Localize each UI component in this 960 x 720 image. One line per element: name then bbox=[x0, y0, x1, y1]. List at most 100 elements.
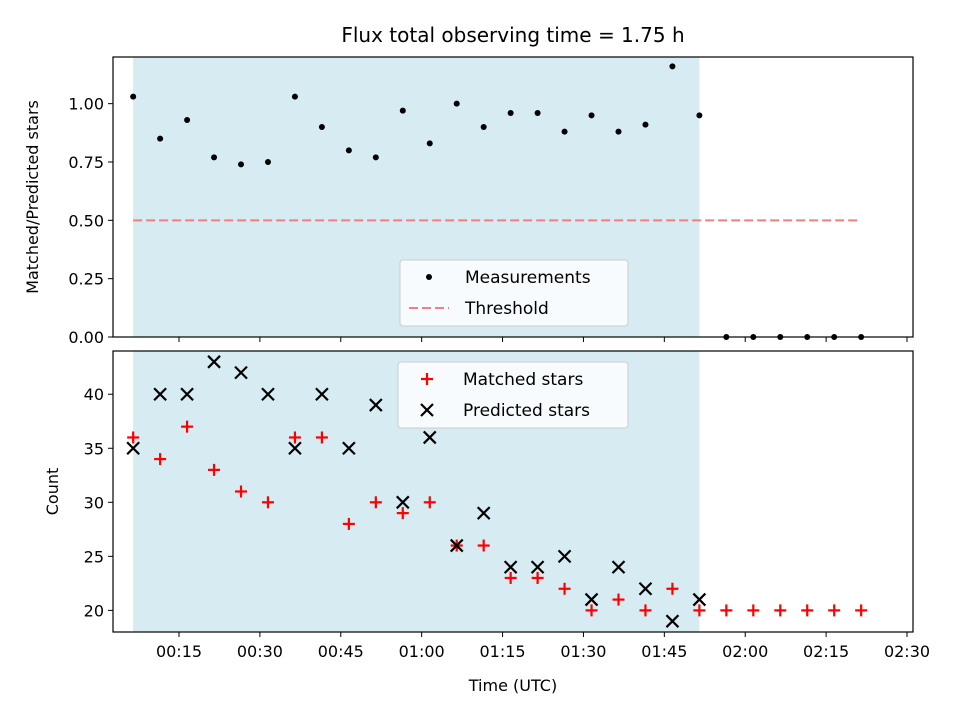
x-stroke-b bbox=[665, 614, 680, 628]
data-point bbox=[207, 355, 221, 369]
legend-marker bbox=[426, 274, 432, 280]
data-point bbox=[318, 124, 325, 130]
data-point bbox=[261, 496, 274, 509]
legend: Matched stars Predicted stars bbox=[397, 361, 629, 429]
x-tick-label: 02:15 bbox=[803, 642, 849, 661]
data-point bbox=[503, 560, 518, 574]
x-stroke-b bbox=[234, 365, 248, 380]
chart-title: Flux total observing time = 1.75 h bbox=[341, 23, 684, 47]
data-point bbox=[181, 420, 194, 433]
data-point bbox=[476, 506, 491, 520]
data-point bbox=[588, 112, 595, 119]
x-stroke-b bbox=[584, 592, 599, 607]
data-point bbox=[153, 387, 167, 402]
data-point bbox=[422, 430, 437, 445]
x-tick-label: 01:45 bbox=[641, 642, 687, 661]
data-point bbox=[372, 154, 379, 161]
data-point bbox=[208, 463, 221, 476]
legend-item: Predicted stars bbox=[420, 401, 590, 421]
x-stroke-b bbox=[422, 430, 437, 445]
bottom-panel-counts: 20 25 30 35 40 00:15 00:30 00:45 01:00 01:15 01:30… bbox=[43, 350, 930, 661]
data-point bbox=[666, 582, 679, 595]
data-point bbox=[261, 387, 275, 402]
legend-item: Threshold bbox=[409, 299, 549, 319]
x-tick-label: 00:45 bbox=[318, 642, 364, 661]
x-stroke-b bbox=[420, 403, 434, 417]
x-stroke-b bbox=[126, 441, 140, 456]
y-tick-label: 0.75 bbox=[68, 153, 104, 172]
data-point bbox=[720, 604, 733, 617]
data-point bbox=[449, 538, 464, 553]
x-tick-label: 00:15 bbox=[156, 642, 202, 661]
data-point bbox=[504, 571, 517, 584]
data-point bbox=[264, 159, 271, 165]
legend: Measurements Threshold bbox=[399, 259, 629, 327]
x-stroke-b bbox=[315, 387, 329, 402]
data-point bbox=[238, 161, 245, 168]
y-axis-label: Matched/Predicted stars bbox=[23, 100, 42, 294]
y-tick-label: 35 bbox=[84, 439, 104, 458]
data-point bbox=[534, 110, 541, 116]
data-point bbox=[345, 147, 352, 154]
data-point bbox=[638, 581, 653, 596]
data-point bbox=[531, 571, 544, 584]
legend-item: Measurements bbox=[426, 268, 591, 288]
series-matched-stars bbox=[127, 420, 868, 617]
data-point bbox=[747, 604, 760, 617]
data-point bbox=[558, 582, 571, 595]
x-tick-label: 02:30 bbox=[884, 642, 930, 661]
data-point bbox=[234, 365, 248, 380]
data-point bbox=[291, 93, 298, 100]
y-tick-label: 0.00 bbox=[68, 328, 104, 347]
data-point bbox=[696, 112, 703, 119]
y-axis-label: Count bbox=[43, 468, 62, 516]
data-point bbox=[288, 431, 301, 444]
data-point bbox=[642, 121, 649, 128]
data-point bbox=[480, 124, 487, 130]
x-axis-label: Time (UTC) bbox=[468, 676, 557, 695]
data-point bbox=[639, 604, 652, 617]
data-point bbox=[557, 549, 572, 564]
data-point bbox=[130, 93, 137, 100]
y-tick-label: 30 bbox=[84, 493, 104, 512]
x-stroke-b bbox=[530, 560, 545, 574]
series-predicted-stars bbox=[126, 355, 707, 628]
data-point bbox=[828, 604, 841, 617]
data-point bbox=[396, 507, 409, 520]
legend-label: Predicted stars bbox=[463, 401, 590, 421]
data-point bbox=[426, 140, 433, 147]
data-point bbox=[612, 593, 625, 606]
data-point bbox=[211, 154, 218, 161]
legend-marker bbox=[420, 403, 434, 417]
legend-box bbox=[397, 361, 629, 429]
data-point bbox=[665, 614, 680, 628]
data-point bbox=[126, 441, 140, 456]
y-tick-label: 20 bbox=[84, 601, 104, 620]
top-panel-ratio: 0.00 0.25 0.50 0.75 1.00 Matched/Predicted st… bbox=[23, 56, 914, 347]
axes-frame bbox=[112, 56, 914, 338]
y-tick-label: 0.50 bbox=[68, 211, 104, 230]
x-stroke-b bbox=[261, 387, 275, 402]
x-stroke-b bbox=[557, 549, 572, 564]
data-point bbox=[561, 128, 568, 135]
x-stroke-b bbox=[369, 398, 383, 412]
legend-box bbox=[399, 259, 629, 327]
data-point bbox=[507, 110, 514, 116]
x-tick-label: 01:15 bbox=[480, 642, 526, 661]
data-point bbox=[157, 135, 164, 142]
data-point bbox=[235, 485, 248, 498]
data-point bbox=[693, 604, 706, 617]
x-tick-label: 01:30 bbox=[560, 642, 606, 661]
y-tick-label: 40 bbox=[84, 385, 104, 404]
legend-label: Threshold bbox=[464, 299, 549, 319]
legend-marker bbox=[421, 373, 433, 385]
data-point bbox=[530, 560, 545, 574]
data-point bbox=[615, 128, 622, 135]
axes-frame bbox=[112, 350, 914, 633]
series-measurements bbox=[130, 63, 865, 340]
x-stroke-b bbox=[207, 355, 221, 369]
x-stroke-b bbox=[180, 387, 194, 402]
x-tick-label: 00:30 bbox=[237, 642, 283, 661]
x-stroke-b bbox=[611, 560, 626, 574]
